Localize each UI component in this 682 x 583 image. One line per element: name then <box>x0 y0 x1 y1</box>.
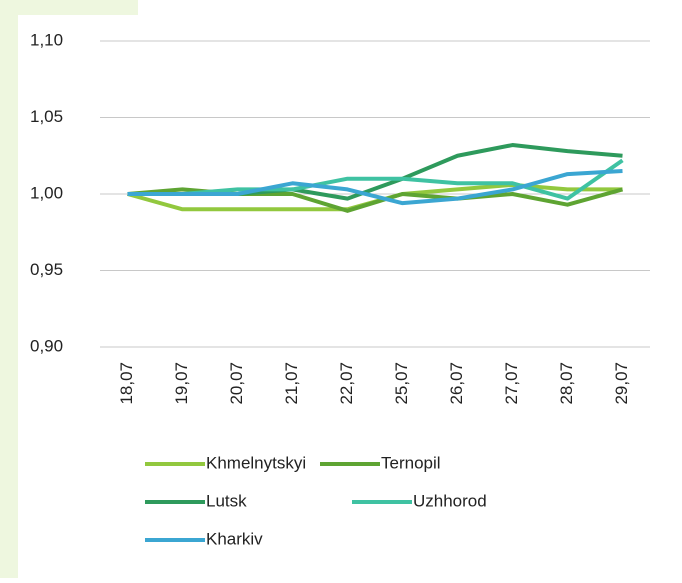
legend-label: Ternopil <box>381 453 441 472</box>
side-strip <box>0 0 18 578</box>
x-tick-label: 18,07 <box>117 362 136 405</box>
x-tick-label: 28,07 <box>557 362 576 405</box>
legend-label: Khmelnytskyi <box>206 453 306 472</box>
y-tick-label: 0,95 <box>30 260 63 279</box>
series-line <box>127 169 623 206</box>
x-tick-label: 22,07 <box>337 362 356 405</box>
top-strip <box>0 0 138 15</box>
y-tick-label: 0,90 <box>30 336 63 355</box>
legend-label: Lutsk <box>206 491 247 510</box>
legend-label: Uzhhorod <box>413 491 487 510</box>
x-tick-label: 26,07 <box>447 362 466 405</box>
x-tick-label: 20,07 <box>227 362 246 405</box>
x-tick-label: 29,07 <box>612 362 631 405</box>
x-tick-label: 19,07 <box>172 362 191 405</box>
x-tick-label: 27,07 <box>502 362 521 405</box>
x-tick-label: 25,07 <box>392 362 411 405</box>
y-tick-label: 1,10 <box>30 30 63 49</box>
y-tick-label: 1,00 <box>30 183 63 202</box>
legend-label: Kharkiv <box>206 529 263 548</box>
x-tick-label: 21,07 <box>282 362 301 405</box>
series-line <box>127 158 624 201</box>
y-tick-label: 1,05 <box>30 107 63 126</box>
